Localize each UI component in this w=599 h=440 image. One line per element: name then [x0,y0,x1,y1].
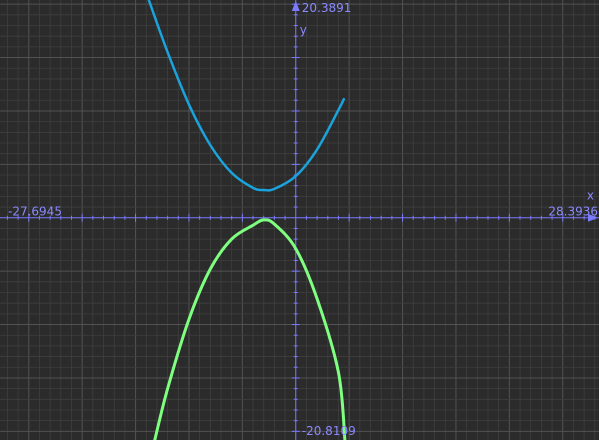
y-max-tick-label: 20.3891 [302,1,352,15]
y-min-tick-label: -20.8109 [302,424,356,438]
x-min-tick-label: -27.6945 [8,205,62,219]
y-axis-arrow-icon [291,1,300,11]
series [147,0,347,440]
x-axis-arrow-icon [588,213,598,222]
x-axis-label: x [587,189,594,203]
series-line-green-lower-parabola [153,218,347,440]
y-axis-ticks [291,3,300,432]
series-line-blue-upper-parabola [147,0,346,192]
x-axis-ticks [6,213,596,222]
axis-labels: -27.6945 28.3936 20.3891 -20.8109 x y [8,1,598,438]
y-axis-label: y [300,23,307,37]
x-max-tick-label: 28.3936 [548,205,598,219]
